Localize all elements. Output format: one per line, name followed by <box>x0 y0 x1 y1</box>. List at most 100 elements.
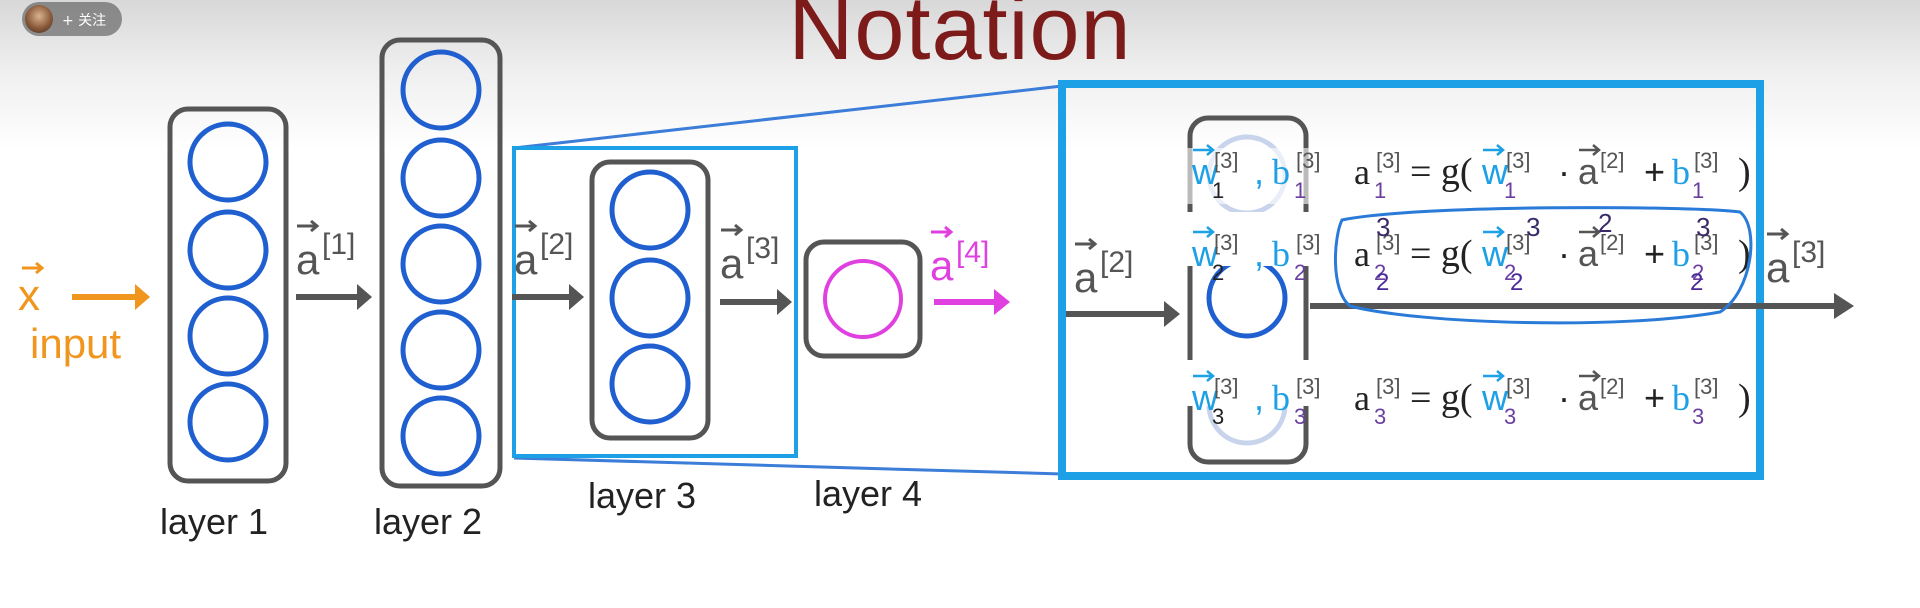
param-b-subscript: 2 <box>1294 260 1306 285</box>
eq-close-paren: ) <box>1738 151 1751 193</box>
eq-lhs-subscript: 1 <box>1374 178 1386 203</box>
eq-w: w <box>1481 233 1509 274</box>
neuron <box>609 169 691 251</box>
eq-w-superscript: [3] <box>1506 374 1530 399</box>
eq-dot: · <box>1558 151 1570 192</box>
activation-symbol: a <box>720 240 744 287</box>
detail-layer-box <box>1187 115 1309 465</box>
vector-arrow-icon <box>22 261 45 275</box>
vector-arrow-icon <box>1579 370 1601 382</box>
eq-prev-superscript: [2] <box>1600 230 1624 255</box>
layer-3-box <box>589 159 711 441</box>
neuron <box>187 209 269 291</box>
zoom-line-bottom <box>513 456 1063 476</box>
eq-lhs-a: a <box>1354 152 1370 192</box>
layer-2-label: layer 2 <box>374 501 482 542</box>
param-b-superscript: [3] <box>1296 374 1320 399</box>
eq-w: w <box>1481 377 1509 418</box>
activation-symbol: a <box>514 236 538 283</box>
neuron <box>187 381 269 463</box>
vector-arrow-icon <box>1075 237 1098 251</box>
detail-output-activation: a [3] <box>1766 227 1825 291</box>
arrowhead <box>357 284 372 310</box>
param-b: b <box>1272 234 1290 274</box>
param-w-superscript: [3] <box>1214 148 1238 173</box>
eq-lhs-superscript: [3] <box>1376 374 1400 399</box>
param-b-subscript: 3 <box>1294 404 1306 429</box>
vector-arrow-icon <box>1579 226 1601 238</box>
input-label: input <box>30 320 121 367</box>
layer-4-box <box>803 239 923 359</box>
vector-arrow-icon <box>297 219 320 233</box>
param-comma: , <box>1254 151 1264 192</box>
layer-3-highlight-box <box>512 146 798 458</box>
handwritten-subscript: 2 <box>1376 269 1389 296</box>
vector-arrow-icon <box>1579 144 1601 156</box>
layer-1 <box>167 106 289 484</box>
eq-b: b <box>1672 152 1690 192</box>
eq-b-subscript: 1 <box>1692 178 1704 203</box>
layer-2 <box>379 37 503 489</box>
eq-lhs-superscript: [3] <box>1376 230 1400 255</box>
arrowhead <box>777 289 792 315</box>
activation-a2: a [2] <box>514 219 573 283</box>
vector-arrow-icon <box>1483 144 1505 156</box>
activation-superscript: [2] <box>1100 246 1133 279</box>
arrowhead <box>569 284 584 310</box>
handwritten-superscript: 3 <box>1526 212 1540 242</box>
eq-b: b <box>1672 234 1690 274</box>
eq-b-superscript: [3] <box>1694 230 1718 255</box>
param-b: b <box>1272 378 1290 418</box>
eq-equals-g: = g( <box>1410 233 1473 275</box>
zoom-line-top <box>513 84 1063 150</box>
follow-button[interactable]: + 关注 <box>22 2 122 36</box>
param-w: w <box>1191 377 1219 418</box>
activation-a1: a [1] <box>296 219 355 283</box>
avatar[interactable] <box>25 5 53 33</box>
detail-input-activation: a [2] <box>1074 237 1133 301</box>
vector-arrow-icon <box>1193 226 1215 238</box>
activation-superscript: [3] <box>1792 236 1825 269</box>
layer-1-label: layer 1 <box>160 501 268 542</box>
param-b-superscript: [3] <box>1296 148 1320 173</box>
eq-prev-a: a <box>1578 377 1599 418</box>
eq-lhs-a: a <box>1354 378 1370 418</box>
neuron <box>187 121 269 203</box>
handwritten-highlight-ellipse <box>1334 206 1753 325</box>
activation-symbol: a <box>1074 254 1098 301</box>
activation-symbol: a <box>296 236 320 283</box>
param-w-subscript: 2 <box>1212 260 1224 285</box>
eq-prev-superscript: [2] <box>1600 374 1624 399</box>
param-b-superscript: [3] <box>1296 230 1320 255</box>
vector-arrow-icon <box>931 225 954 239</box>
eq-lhs-subscript: 3 <box>1374 404 1386 429</box>
param-comma: , <box>1254 233 1264 274</box>
eq-plus: + <box>1644 377 1665 418</box>
eq-equals-g: = g( <box>1410 151 1473 193</box>
activation-superscript: [1] <box>322 228 355 261</box>
input-vector-symbol: x <box>18 271 40 320</box>
eq-lhs-subscript: 2 <box>1374 260 1386 285</box>
label-mask <box>1186 148 1310 204</box>
eq-prev-superscript: [2] <box>1600 148 1624 173</box>
activation-symbol: a <box>930 242 954 289</box>
neuron <box>400 223 482 305</box>
eq-w: w <box>1481 151 1509 192</box>
neuron <box>609 257 691 339</box>
eq-b-superscript: [3] <box>1694 148 1718 173</box>
output-neuron <box>823 259 903 339</box>
vector-arrow-icon <box>1193 370 1215 382</box>
param-comma: , <box>1254 377 1264 418</box>
layer-4-label: layer 4 <box>814 473 922 514</box>
eq-b-superscript: [3] <box>1694 374 1718 399</box>
eq-plus: + <box>1644 151 1665 192</box>
eq-b-subscript: 3 <box>1692 404 1704 429</box>
neuron <box>187 295 269 377</box>
unit-equations: w[3]1, b [3]1 a [3]1 = g(w[3]1 · a [2] + b [3]1)w[3… <box>1191 144 1751 429</box>
param-b-subscript: 1 <box>1294 178 1306 203</box>
vector-arrow-icon <box>721 223 744 237</box>
layer-3-label: layer 3 <box>588 475 696 516</box>
param-w-superscript: [3] <box>1214 230 1238 255</box>
activation-superscript: [3] <box>746 232 779 265</box>
handwritten-subscript: 2 <box>1690 269 1703 296</box>
